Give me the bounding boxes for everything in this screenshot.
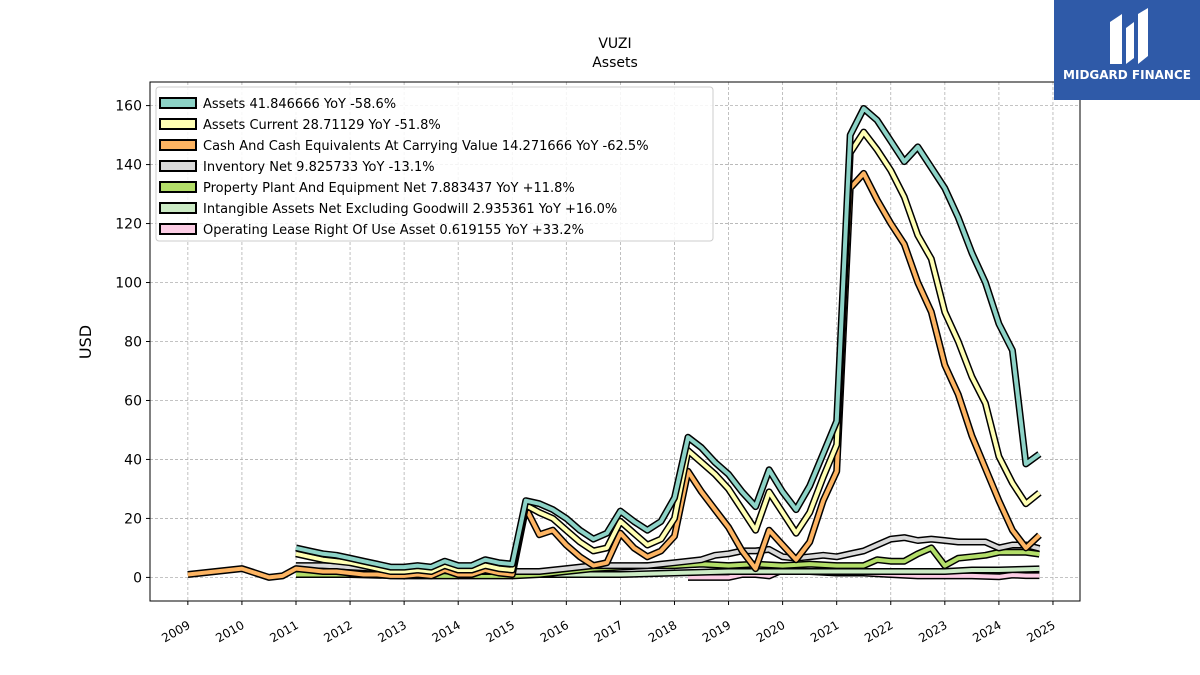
x-axis: 2009 2010 2011 2012 2013 2014 2015 2016 2017 2018…: [159, 601, 1058, 645]
x-tick-label: 2013: [376, 618, 409, 645]
x-tick-label: 2012: [321, 618, 354, 645]
y-tick-label: 0: [133, 570, 142, 586]
legend-swatch: [159, 181, 197, 193]
legend-label: Assets Current 28.71129 YoY -51.8%: [203, 118, 441, 133]
legend-entry: Intangible Assets Net Excluding Goodwill…: [159, 202, 617, 217]
legend-entry: Assets 41.846666 YoY -58.6%: [159, 97, 396, 112]
legend-swatch: [159, 160, 197, 172]
y-tick-label: 100: [115, 276, 142, 292]
series-line-stroke: [187, 171, 1041, 580]
legend-entry: Cash And Cash Equivalents At Carrying Va…: [159, 139, 649, 154]
x-tick-label: 2009: [159, 618, 192, 645]
series-line-stroke: [295, 130, 1041, 574]
legend-label: Assets 41.846666 YoY -58.6%: [203, 97, 396, 112]
x-tick-label: 2020: [754, 618, 787, 645]
y-tick-label: 160: [115, 99, 142, 115]
legend-label: Property Plant And Equipment Net 7.88343…: [203, 181, 575, 196]
series-line: [187, 169, 1042, 581]
legend-entry: Inventory Net 9.825733 YoY -13.1%: [159, 160, 435, 175]
y-tick-label: 80: [124, 335, 142, 351]
x-tick-label: 2017: [592, 618, 625, 645]
legend-entry: Operating Lease Right Of Use Asset 0.619…: [159, 223, 584, 238]
legend-swatch: [159, 202, 197, 214]
x-tick-label: 2025: [1024, 618, 1057, 645]
x-tick-label: 2018: [646, 618, 679, 645]
x-tick-label: 2019: [700, 618, 733, 645]
legend-box: [155, 86, 714, 242]
series-line-stroke: [295, 106, 1041, 570]
x-tick-label: 2014: [430, 618, 463, 645]
x-tick-label: 2022: [862, 618, 895, 645]
legend-swatch: [159, 139, 197, 151]
legend-swatch: [159, 97, 197, 109]
legend: Assets 41.846666 YoY -58.6% Assets Curren…: [155, 86, 714, 242]
y-tick-label: 60: [124, 393, 142, 409]
logo-mark-icon: [1110, 8, 1148, 64]
chart-subtitle: Assets: [592, 55, 638, 71]
legend-entry: Property Plant And Equipment Net 7.88343…: [159, 181, 575, 196]
x-tick-label: 2011: [267, 618, 300, 645]
y-tick-label: 20: [124, 511, 142, 527]
legend-entry: Assets Current 28.71129 YoY -51.8%: [159, 118, 441, 133]
y-tick-label: 140: [115, 158, 142, 174]
chart-title: VUZI: [598, 36, 631, 52]
legend-swatch: [159, 223, 197, 235]
y-axis-label: USD: [76, 325, 95, 359]
series-layer: [187, 105, 1042, 581]
legend-label: Inventory Net 9.825733 YoY -13.1%: [203, 160, 435, 175]
x-tick-label: 2010: [213, 618, 246, 645]
legend-label: Cash And Cash Equivalents At Carrying Va…: [203, 139, 649, 154]
y-tick-label: 40: [124, 452, 142, 468]
x-tick-label: 2015: [484, 618, 517, 645]
x-tick-label: 2016: [538, 618, 571, 645]
series-line: [295, 105, 1042, 571]
x-tick-label: 2023: [916, 618, 949, 645]
y-tick-label: 120: [115, 217, 142, 233]
series-line: [295, 128, 1042, 575]
legend-swatch: [159, 118, 197, 130]
brand-name: MIDGARD FINANCE: [1063, 68, 1191, 82]
midgard-finance-logo: MIDGARD FINANCE: [1054, 0, 1200, 100]
legend-label: Intangible Assets Net Excluding Goodwill…: [203, 202, 617, 217]
x-tick-label: 2021: [808, 618, 841, 645]
x-tick-label: 2024: [970, 618, 1003, 645]
legend-label: Operating Lease Right Of Use Asset 0.619…: [203, 223, 584, 238]
y-axis: 0 20 40 60 80 100 120 140 160: [115, 99, 150, 586]
